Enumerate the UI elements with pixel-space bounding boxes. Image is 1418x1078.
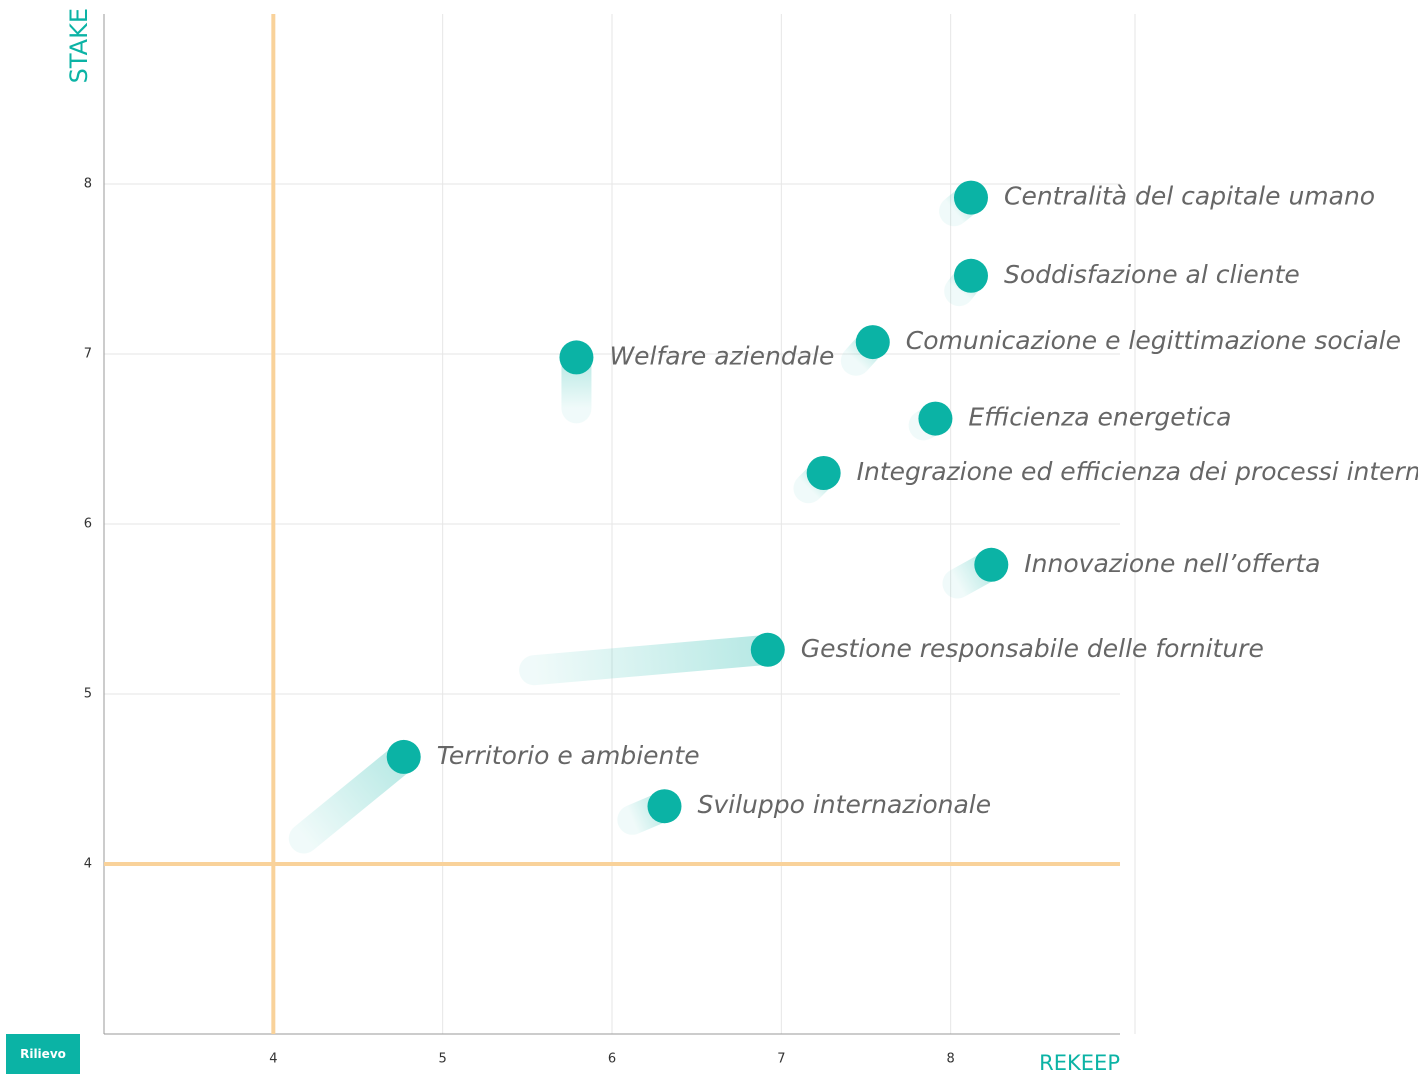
y-tick-label: 4 [84, 857, 92, 872]
point [559, 340, 594, 375]
x-tick-label: 6 [608, 1052, 616, 1067]
point [750, 632, 785, 667]
point-label: Innovazione nell’offerta [1024, 549, 1320, 578]
point-label: Soddisfazione al cliente [1004, 260, 1300, 289]
point-label: Territorio e ambiente [437, 741, 700, 770]
y-tick-label: 5 [84, 687, 92, 702]
point [953, 258, 988, 293]
point-label: Welfare aziendale [609, 341, 834, 370]
point-label: Sviluppo internazionale [697, 790, 991, 819]
point [806, 456, 841, 490]
rilievo-button[interactable]: Rilievo [6, 1034, 80, 1074]
x-tick-label: 8 [947, 1052, 955, 1067]
point [918, 401, 953, 436]
trail [288, 741, 419, 854]
point [386, 739, 421, 774]
point-label: Gestione responsabile delle forniture [801, 634, 1264, 663]
x-axis-label: REKEEP [1039, 1051, 1120, 1075]
y-axis-label: STAKE [65, 8, 93, 83]
point-label: Integrazione ed efficienza dei processi … [857, 457, 1418, 486]
y-tick-label: 6 [84, 517, 92, 532]
point [953, 180, 988, 215]
x-tick-label: 5 [439, 1052, 447, 1067]
point [974, 547, 1009, 582]
point-label: Comunicazione e legittimazione sociale [906, 326, 1401, 355]
point-label: Centralità del capitale umano [1004, 182, 1375, 211]
point [855, 325, 890, 360]
y-tick-label: 8 [84, 177, 92, 192]
x-tick-label: 4 [269, 1052, 277, 1067]
point [647, 789, 682, 824]
trail [519, 634, 783, 686]
x-tick-label: 7 [777, 1052, 785, 1067]
y-tick-label: 7 [84, 347, 92, 362]
point-label: Efficienza energetica [968, 403, 1231, 432]
